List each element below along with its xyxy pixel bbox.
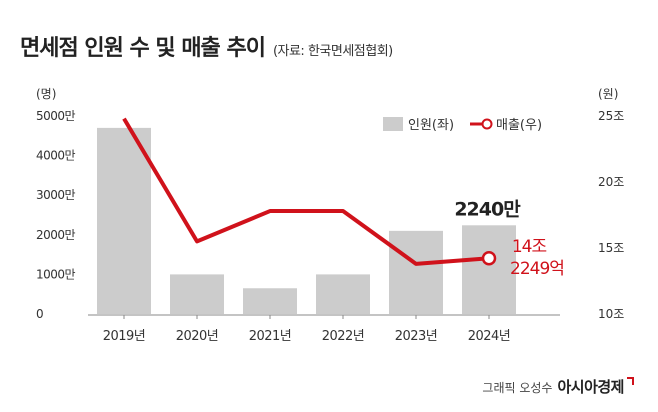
right-tick-label: 15조	[598, 241, 624, 255]
bar-2023년	[389, 230, 443, 314]
chart-title: 면세점 인원 수 및 매출 추이	[20, 36, 266, 61]
bar-2024년	[462, 225, 516, 314]
visitors-2024-label: 2240만	[454, 198, 521, 220]
bar-2022년	[316, 274, 370, 314]
right-axis-unit: (원)	[598, 87, 618, 101]
graphic-credit: 그래픽 오성수	[482, 381, 553, 395]
right-tick-label: 20조	[598, 175, 624, 189]
bar-2020년	[170, 274, 224, 314]
left-tick-label: 0	[36, 307, 43, 321]
right-tick-label: 10조	[598, 307, 624, 321]
legend-line-marker	[481, 118, 493, 130]
left-tick-label: 1000만	[36, 267, 76, 281]
x-tick-label: 2024년	[468, 329, 511, 344]
sales-2024-label-line2: 2249억	[510, 259, 564, 279]
sales-line	[122, 117, 490, 266]
legend-bar-swatch	[383, 117, 403, 131]
title-row: 면세점 인원 수 및 매출 추이 (자료: 한국면세점협회)	[20, 30, 393, 62]
left-axis-unit: (명)	[36, 87, 56, 101]
bar-2021년	[243, 288, 297, 314]
credit-row: 그래픽 오성수 아시아경제	[482, 376, 634, 397]
brand-logo-text: 아시아경제	[557, 378, 624, 396]
left-tick-label: 3000만	[36, 188, 76, 202]
sales-2024-label-line1: 14조	[512, 237, 547, 257]
x-tick-label: 2022년	[322, 329, 365, 344]
bar-2019년	[97, 127, 151, 314]
brand-mark-icon	[627, 377, 634, 385]
x-tick-label: 2021년	[249, 329, 292, 344]
x-tick-label: 2020년	[176, 329, 219, 344]
left-tick-label: 2000만	[36, 228, 76, 242]
left-tick-label: 4000만	[36, 149, 76, 163]
left-tick-label: 5000만	[36, 109, 76, 123]
source-note: (자료: 한국면세점협회)	[272, 44, 393, 59]
legend-bar-label: 인원(좌)	[408, 118, 454, 133]
x-tick-label: 2023년	[395, 329, 438, 344]
legend-line-label: 매출(우)	[496, 118, 542, 133]
sales-last-point	[481, 250, 497, 266]
right-tick-label: 25조	[598, 109, 624, 123]
x-tick-label: 2019년	[103, 329, 146, 344]
